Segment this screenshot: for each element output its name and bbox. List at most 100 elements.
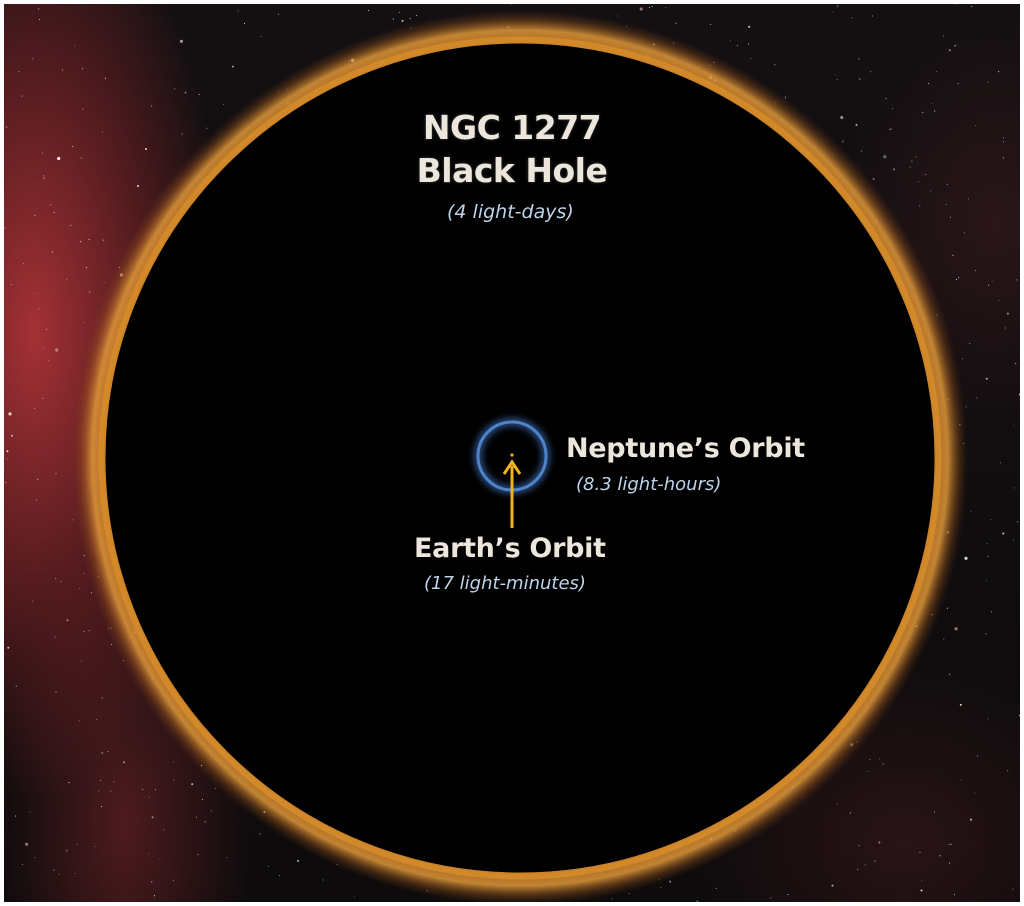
star — [974, 124, 976, 127]
star — [849, 812, 851, 814]
star — [831, 884, 834, 887]
star — [353, 896, 355, 898]
star — [1002, 157, 1004, 159]
star — [43, 177, 45, 179]
star — [715, 887, 717, 889]
star — [198, 93, 200, 95]
star — [511, 4, 513, 5]
star — [201, 798, 203, 801]
star — [34, 407, 36, 409]
star — [921, 880, 923, 882]
star — [82, 108, 84, 110]
star — [38, 308, 40, 310]
star — [975, 270, 977, 272]
star — [184, 91, 187, 94]
star — [83, 322, 85, 324]
star — [278, 875, 280, 877]
star — [58, 874, 60, 876]
star — [277, 13, 280, 15]
star — [83, 630, 85, 632]
star — [836, 78, 838, 81]
star — [953, 894, 956, 896]
star — [163, 829, 165, 831]
star — [948, 49, 951, 52]
star — [967, 198, 969, 200]
star — [987, 555, 989, 557]
star — [963, 232, 966, 234]
star — [111, 643, 113, 646]
black-hole-disk — [104, 42, 936, 874]
star — [748, 25, 751, 28]
star — [215, 787, 217, 789]
star — [11, 283, 13, 286]
earth-orbit-size: (17 light-minutes) — [424, 573, 586, 594]
star — [660, 887, 662, 889]
star — [1013, 424, 1015, 427]
star — [82, 68, 84, 70]
star — [297, 859, 299, 862]
star — [949, 216, 951, 218]
star — [952, 254, 954, 256]
star — [38, 8, 40, 10]
star — [226, 857, 228, 859]
star — [959, 703, 962, 706]
star — [889, 128, 891, 130]
star — [990, 519, 992, 521]
star — [969, 342, 971, 345]
star — [191, 783, 194, 786]
star — [957, 83, 959, 85]
black-hole-title-line1: NGC 1277 — [422, 108, 602, 147]
star — [836, 803, 838, 805]
star — [5, 481, 7, 484]
star — [15, 685, 17, 687]
earth-orbit-dot — [510, 453, 514, 457]
star — [976, 397, 978, 399]
star — [958, 277, 960, 279]
star — [148, 853, 150, 855]
star — [998, 299, 1000, 301]
star — [173, 779, 175, 781]
star — [195, 816, 198, 818]
star — [750, 58, 752, 60]
star — [987, 81, 989, 83]
star — [651, 6, 653, 8]
star — [260, 36, 262, 38]
star — [999, 462, 1001, 464]
star — [882, 763, 884, 765]
star — [153, 895, 156, 897]
star — [159, 858, 161, 860]
star — [1012, 888, 1014, 890]
star — [770, 897, 772, 899]
star — [55, 691, 57, 693]
star — [696, 900, 699, 902]
star — [34, 856, 36, 859]
star — [832, 11, 834, 13]
star — [25, 842, 29, 846]
star — [100, 806, 103, 808]
star — [107, 751, 109, 753]
star — [669, 880, 672, 883]
star — [1019, 393, 1020, 396]
star — [960, 779, 962, 781]
star — [322, 879, 324, 881]
star — [964, 556, 968, 560]
star — [53, 212, 55, 214]
star — [90, 592, 92, 594]
star — [954, 627, 958, 631]
star — [148, 796, 150, 798]
star — [237, 10, 239, 12]
star — [88, 238, 90, 240]
star — [946, 607, 948, 609]
star — [1012, 539, 1015, 541]
star — [137, 185, 139, 187]
star — [45, 328, 48, 330]
star — [988, 284, 990, 286]
star — [858, 845, 860, 847]
star — [103, 281, 105, 283]
star — [874, 860, 876, 862]
black-hole-ring — [98, 36, 942, 880]
star — [72, 145, 74, 148]
star — [151, 881, 153, 883]
star — [841, 140, 844, 143]
star — [945, 203, 947, 206]
